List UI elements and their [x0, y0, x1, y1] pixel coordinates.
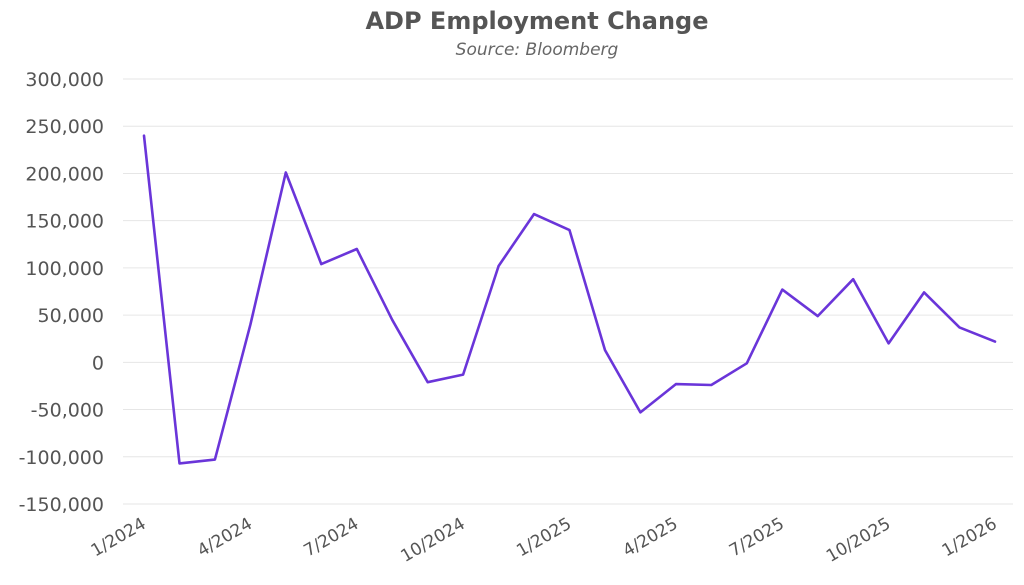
data-point: [354, 246, 360, 252]
x-tick-label: 1/2025: [513, 514, 575, 561]
x-tick-label: 1/2026: [939, 514, 1001, 561]
y-tick-label: -50,000: [31, 400, 104, 422]
data-point: [673, 381, 679, 387]
y-tick-label: 250,000: [25, 116, 104, 138]
data-point: [708, 382, 714, 388]
data-point: [247, 322, 253, 328]
data-point: [886, 340, 892, 346]
data-point: [425, 379, 431, 385]
data-point: [283, 170, 289, 176]
y-tick-label: -150,000: [19, 494, 104, 516]
data-point: [318, 261, 324, 267]
y-tick-label: 0: [92, 352, 104, 374]
x-tick-label: 7/2025: [726, 514, 788, 561]
plot-area: [141, 133, 998, 466]
data-point: [815, 313, 821, 319]
series-line: [142, 134, 997, 465]
x-axis: 1/2024 4/2024 7/2024 10/2024 1/2025 4/2025 7/2…: [88, 514, 1001, 567]
chart-title: ADP Employment Change: [365, 7, 708, 35]
data-point: [957, 324, 963, 330]
data-point: [637, 409, 643, 415]
y-tick-label: 200,000: [25, 163, 104, 185]
data-point: [992, 339, 998, 345]
y-tick-label: 50,000: [38, 305, 104, 327]
y-tick-label: 300,000: [25, 69, 104, 91]
data-point: [850, 276, 856, 282]
chart-subtitle: Source: Bloomberg: [456, 40, 619, 60]
data-point: [496, 263, 502, 269]
data-point: [460, 372, 466, 378]
x-tick-label: 4/2024: [194, 514, 256, 561]
data-point: [779, 287, 785, 293]
data-point: [141, 133, 147, 139]
y-tick-label: 150,000: [25, 211, 104, 233]
data-point: [602, 347, 608, 353]
x-tick-label: 10/2024: [397, 514, 468, 567]
y-tick-label: 100,000: [25, 258, 104, 280]
data-point: [567, 227, 573, 233]
data-point: [531, 211, 537, 217]
data-point: [921, 289, 927, 295]
data-point: [176, 460, 182, 466]
x-tick-label: 7/2024: [300, 514, 362, 561]
data-point: [744, 360, 750, 366]
x-tick-label: 1/2024: [88, 514, 150, 561]
x-tick-label: 4/2025: [620, 514, 682, 561]
x-tick-label: 10/2025: [823, 514, 894, 567]
grid-lines: [123, 78, 1013, 505]
y-tick-label: -100,000: [19, 447, 104, 469]
y-axis: 300,000 250,000 200,000 150,000 100,000 50,00…: [19, 69, 104, 516]
data-point: [389, 317, 395, 323]
data-point: [212, 457, 218, 463]
